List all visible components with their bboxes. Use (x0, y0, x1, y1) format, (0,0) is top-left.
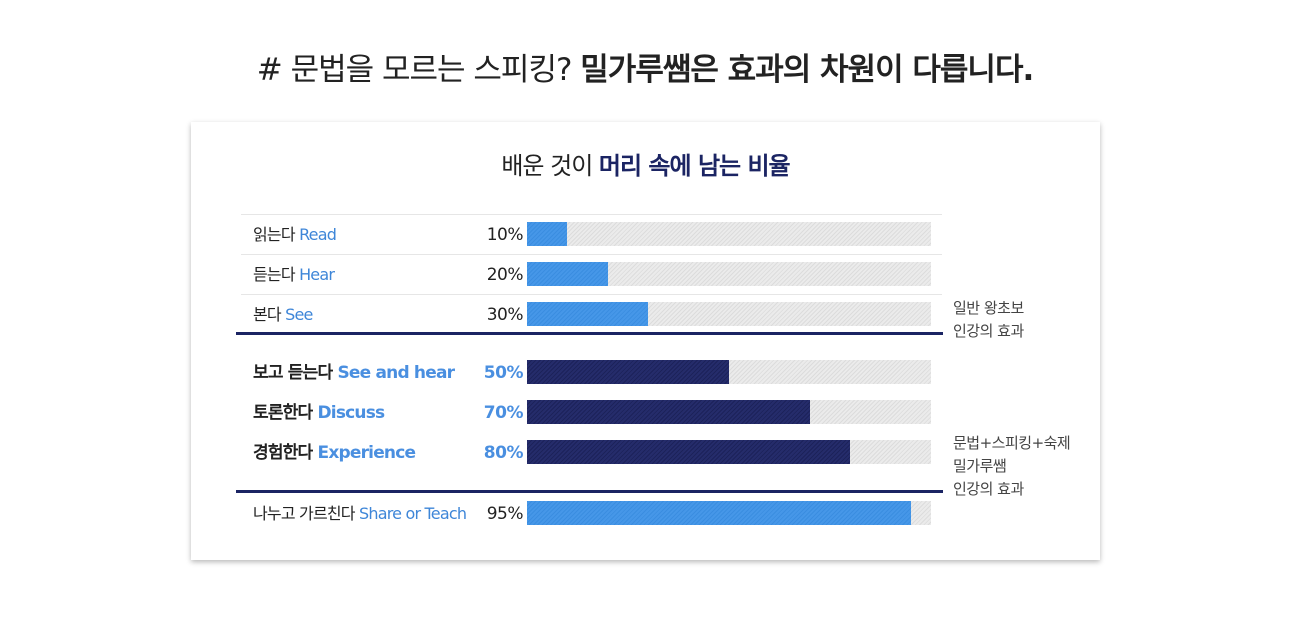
bar-track (527, 501, 931, 525)
bar-value-label: 30% (486, 305, 524, 325)
bar-label-en: Discuss (317, 403, 386, 423)
bar-value-label: 20% (486, 265, 524, 285)
bar-value-label: 50% (483, 363, 524, 383)
bar-label-ko: 나누고 가르친다 (253, 504, 356, 523)
bar-fill-see (527, 302, 649, 326)
bar-track (527, 302, 931, 326)
annotation-line: 인강의 효과 (953, 480, 1024, 498)
bar-row-discuss: 토론한다 Discuss 70% (241, 393, 942, 433)
bar-fill-discuss (527, 400, 810, 424)
annotation-milgaru: 문법+스피킹+숙제 밀가루쌤 인강의 효과 (953, 432, 1071, 501)
bar-row-hear: 듣는다 Hear 20% (241, 254, 942, 295)
bar-fill-share-or-teach (527, 501, 911, 525)
bar-row-read: 읽는다 Read 10% (241, 214, 942, 255)
bar-label-ko: 경험한다 (253, 443, 313, 463)
bar-fill-see-and-hear (527, 360, 729, 384)
bar-label: 듣는다 Hear (253, 255, 335, 295)
bar-row-share-or-teach: 나누고 가르친다 Share or Teach 95% (241, 494, 942, 534)
annotation-general: 일반 왕초보 인강의 효과 (953, 297, 1024, 343)
bar-label-en: Read (299, 225, 337, 244)
bar-row-see-and-hear: 보고 듣는다 See and hear 50% (241, 353, 942, 393)
headline-strong: 밀가루쌤은 효과의 차원이 다릅니다. (580, 52, 1034, 88)
bar-value-label: 95% (486, 504, 524, 524)
chart-card: 배운 것이 머리 속에 남는 비율 읽는다 Read 10% 듣는다 Hear … (191, 122, 1100, 560)
bar-label: 토론한다 Discuss (253, 393, 386, 433)
bar-fill-experience (527, 440, 851, 464)
bar-label-en: Share or Teach (359, 504, 467, 523)
bar-row-experience: 경험한다 Experience 80% (241, 433, 942, 473)
bar-label-ko: 읽는다 (253, 225, 296, 244)
bar-fill-read (527, 222, 568, 246)
group-divider-top (236, 332, 943, 335)
bar-label-ko: 본다 (253, 305, 282, 324)
bar-label-en: Experience (317, 443, 417, 463)
page-headline: # 문법을 모르는 스피킹? 밀가루쌤은 효과의 차원이 다릅니다. (0, 44, 1290, 89)
bar-track (527, 222, 931, 246)
bar-label-en: See (285, 305, 313, 324)
bar-label-ko: 토론한다 (253, 403, 313, 423)
bar-track (527, 360, 931, 384)
group-divider-bottom (236, 490, 943, 493)
bar-label-en: See and hear (337, 363, 455, 383)
bar-label: 경험한다 Experience (253, 433, 417, 473)
bar-track (527, 262, 931, 286)
bar-label: 보고 듣는다 See and hear (253, 353, 455, 393)
bar-value-label: 10% (486, 225, 524, 245)
annotation-line: 일반 왕초보 (953, 299, 1024, 317)
chart-title-prefix: 배운 것이 (501, 152, 599, 180)
bar-value-label: 80% (483, 443, 524, 463)
annotation-line: 문법+스피킹+숙제 (953, 434, 1071, 452)
bar-label-en: Hear (299, 265, 335, 284)
bar-label-ko: 듣는다 (253, 265, 296, 284)
annotation-line: 인강의 효과 (953, 322, 1024, 340)
chart-title: 배운 것이 머리 속에 남는 비율 (191, 146, 1100, 181)
bar-label: 본다 See (253, 295, 313, 335)
bar-fill-hear (527, 262, 608, 286)
bar-value-label: 70% (483, 403, 524, 423)
bar-track (527, 400, 931, 424)
annotation-line: 밀가루쌤 (953, 457, 1007, 475)
headline-prefix: # 문법을 모르는 스피킹? (256, 52, 581, 88)
bar-label: 나누고 가르친다 Share or Teach (253, 494, 467, 534)
bar-label-ko: 보고 듣는다 (253, 363, 333, 383)
chart-title-accent: 머리 속에 남는 비율 (598, 152, 791, 180)
bar-label: 읽는다 Read (253, 215, 337, 255)
bar-row-see: 본다 See 30% (241, 294, 942, 335)
bar-track (527, 440, 931, 464)
